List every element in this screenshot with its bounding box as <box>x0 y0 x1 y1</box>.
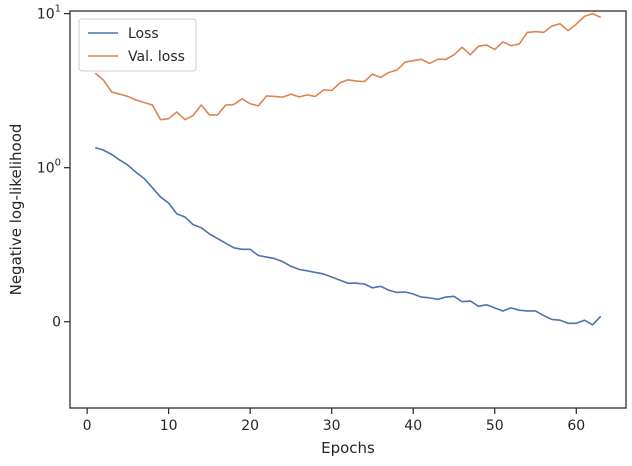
y-tick-label: 101 <box>37 4 61 23</box>
axes-frame <box>69 10 627 409</box>
legend: Loss Val. loss <box>78 18 197 72</box>
y-tick-label: 100 <box>37 158 61 177</box>
x-tick-label: 40 <box>404 418 422 434</box>
x-tick-label: 60 <box>567 418 585 434</box>
x-tick-label: 30 <box>323 418 341 434</box>
x-axis-label: Epochs <box>321 439 375 457</box>
y-tick-base: 0 <box>52 315 61 331</box>
x-axis: 0 10 20 30 40 50 60 <box>83 408 585 434</box>
y-tick-base: 10 <box>37 161 55 177</box>
plot-lines <box>94 12 602 326</box>
y-tick-base: 10 <box>37 7 55 23</box>
legend-label: Val. loss <box>128 49 185 65</box>
series-line-val-loss <box>94 12 602 121</box>
legend-box <box>78 18 197 72</box>
x-tick-label: 10 <box>160 418 178 434</box>
x-tick-label: 0 <box>83 418 92 434</box>
x-tick-label: 50 <box>486 418 504 434</box>
y-tick-exponent: 1 <box>55 4 61 15</box>
legend-label: Loss <box>128 26 159 42</box>
x-tick-label: 20 <box>241 418 259 434</box>
y-tick-exponent: 0 <box>55 158 61 169</box>
series-line-loss <box>95 146 602 326</box>
y-axis-label: Negative log-likelihood <box>7 124 25 296</box>
y-tick-label: 0 <box>52 315 61 331</box>
